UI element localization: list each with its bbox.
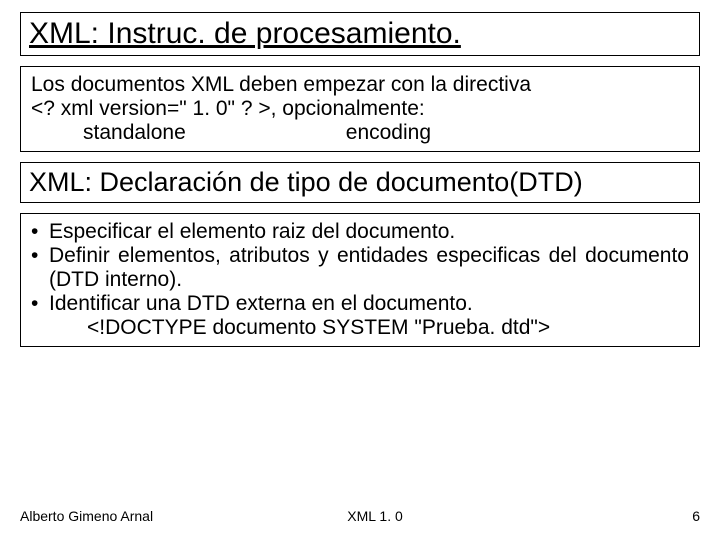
body-box-1: Los documentos XML deben empezar con la … (20, 66, 700, 152)
footer-author: Alberto Gimeno Arnal (20, 508, 237, 524)
bullet-text: Especificar el elemento raiz del documen… (49, 220, 689, 244)
bullet-dot-icon: • (31, 292, 49, 316)
bullet-text: Definir elementos, atributos y entidades… (49, 244, 689, 292)
bullet-dot-icon: • (31, 244, 49, 292)
heading-2: XML: Declaración de tipo de documento(DT… (29, 167, 691, 198)
footer: Alberto Gimeno Arnal XML 1. 0 6 (20, 508, 700, 524)
bullet-item: • Definir elementos, atributos y entidad… (31, 244, 689, 292)
body1-options-row: standalone encoding (31, 121, 689, 145)
footer-center: XML 1. 0 (237, 508, 484, 524)
body1-line2: <? xml version=" 1. 0" ? >, opcionalment… (31, 97, 689, 121)
option-encoding: encoding (346, 121, 431, 145)
heading-1: XML: Instruc. de procesamiento. (29, 17, 691, 51)
title-box-1: XML: Instruc. de procesamiento. (20, 12, 700, 56)
bullet-dot-icon: • (31, 220, 49, 244)
body1-line1: Los documentos XML deben empezar con la … (31, 73, 689, 97)
bullet-item: • Identificar una DTD externa en el docu… (31, 292, 689, 316)
option-standalone: standalone (83, 121, 186, 145)
bullet-text: Identificar una DTD externa en el docume… (49, 292, 689, 316)
doctype-line: <!DOCTYPE documento SYSTEM "Prueba. dtd"… (31, 316, 689, 340)
title-box-2: XML: Declaración de tipo de documento(DT… (20, 162, 700, 203)
bullets-box: • Especificar el elemento raiz del docum… (20, 213, 700, 347)
bullet-item: • Especificar el elemento raiz del docum… (31, 220, 689, 244)
footer-page: 6 (483, 508, 700, 524)
